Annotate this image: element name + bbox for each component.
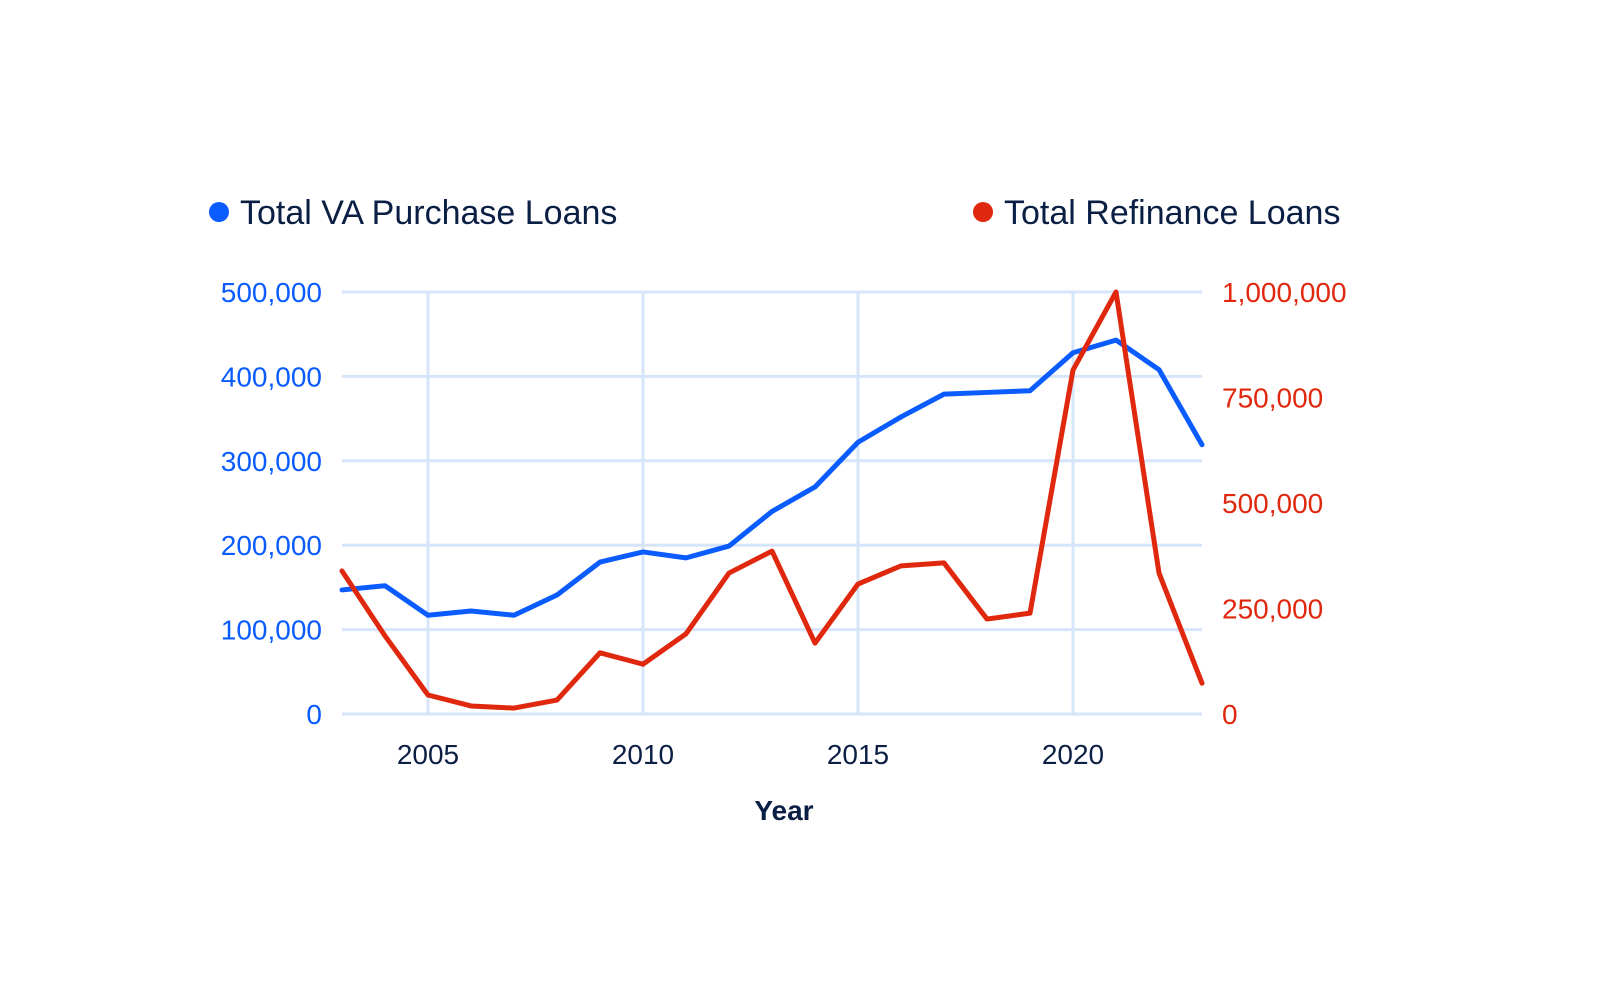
right-y-tick-label: 1,000,000 [1222,277,1347,308]
legend-marker-refinance [973,202,993,222]
x-axis: 2005 2010 2015 2020 [397,739,1104,770]
right-y-axis: 0 250,000 500,000 750,000 1,000,000 [1222,277,1347,730]
x-tick-label: 2005 [397,739,459,770]
right-y-tick-label: 0 [1222,699,1238,730]
refinance-loans-line [339,289,1205,711]
left-y-tick-label: 200,000 [221,530,322,561]
x-tick-label: 2020 [1042,739,1104,770]
left-y-axis: 0 100,000 200,000 300,000 400,000 500,000 [221,277,322,730]
x-axis-title: Year [754,795,813,826]
legend-label-refinance: Total Refinance Loans [1004,194,1340,232]
right-y-tick-label: 750,000 [1222,383,1323,414]
series-lines [339,289,1205,711]
right-y-tick-label: 500,000 [1222,488,1323,519]
left-y-tick-label: 0 [306,699,322,730]
right-y-tick-label: 250,000 [1222,594,1323,625]
legend: Total VA Purchase Loans Total Refinance … [209,194,1340,232]
x-tick-label: 2015 [827,739,889,770]
legend-marker-purchase [209,202,229,222]
left-y-tick-label: 300,000 [221,446,322,477]
legend-label-purchase: Total VA Purchase Loans [240,194,617,232]
left-y-tick-label: 500,000 [221,277,322,308]
grid [342,290,1202,716]
left-y-tick-label: 400,000 [221,361,322,392]
purchase-loans-line [339,337,1205,618]
left-y-tick-label: 100,000 [221,615,322,646]
x-tick-label: 2010 [612,739,674,770]
